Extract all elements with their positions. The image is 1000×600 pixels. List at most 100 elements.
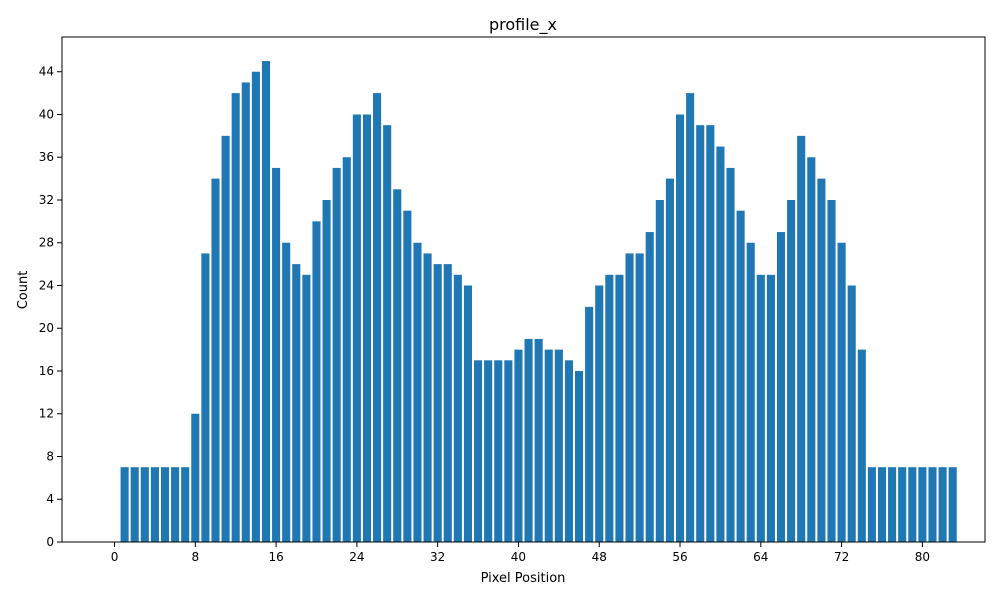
bar-x29	[403, 210, 412, 542]
bar-x68	[797, 135, 806, 542]
x-axis-title: Pixel Position	[481, 571, 566, 586]
x-tick-label: 32	[430, 550, 445, 564]
y-tick-label: 20	[39, 321, 54, 335]
x-tick-label: 24	[349, 550, 364, 564]
y-tick-label: 36	[39, 150, 54, 164]
bar-x27	[383, 125, 392, 542]
bar-x38	[494, 360, 503, 542]
bar-x44	[554, 349, 563, 542]
bar-x31	[423, 253, 432, 542]
bar-x1	[120, 467, 129, 542]
bar-x72	[837, 242, 846, 543]
bar-x79	[908, 467, 917, 542]
y-axis-ticks: 0 4 8 12 16 20 24 28 32 36 40 44	[39, 65, 62, 549]
y-tick-label: 28	[39, 236, 54, 250]
bar-x83	[948, 467, 957, 542]
bar-x6	[171, 467, 180, 542]
bar-x14	[251, 71, 260, 543]
bar-x50	[615, 274, 624, 542]
bar-x75	[867, 467, 876, 542]
bar-x78	[898, 467, 907, 542]
bar-x41	[524, 338, 533, 542]
y-tick-label: 44	[39, 65, 54, 79]
bar-x12	[231, 93, 240, 542]
bar-x39	[504, 360, 513, 542]
bar-x26	[373, 93, 382, 542]
y-tick-label: 4	[46, 492, 54, 506]
bar-x10	[211, 178, 220, 542]
x-tick-label: 72	[834, 550, 849, 564]
bar-x77	[888, 467, 897, 542]
bar-x17	[282, 242, 291, 543]
y-tick-label: 24	[39, 278, 54, 292]
bar-x59	[706, 125, 715, 542]
bar-x9	[201, 253, 210, 542]
bar-x30	[413, 242, 422, 543]
bar-x64	[756, 274, 765, 542]
bar-x13	[241, 82, 250, 542]
x-tick-label: 48	[592, 550, 607, 564]
bar-x34	[453, 274, 462, 542]
y-tick-label: 16	[39, 364, 54, 378]
bar-x49	[605, 274, 614, 542]
bar-x66	[776, 232, 786, 542]
x-axis-ticks: 0 8 16 24 32 40 48 56 64 72 80	[111, 542, 930, 564]
x-tick-label: 0	[111, 550, 119, 564]
bar-x61	[726, 167, 735, 543]
x-tick-label: 8	[191, 550, 199, 564]
bar-x62	[736, 210, 745, 542]
bar-x71	[827, 199, 836, 542]
bar-x16	[272, 167, 281, 543]
bar-x25	[362, 114, 372, 543]
bar-x4	[150, 467, 159, 542]
y-tick-label: 0	[46, 535, 54, 549]
bar-x47	[585, 306, 594, 542]
y-tick-label: 32	[39, 193, 54, 207]
bar-x54	[655, 199, 664, 542]
bar-x58	[696, 125, 705, 542]
bar-x82	[938, 467, 947, 542]
bar-x22	[332, 167, 341, 543]
bar-x43	[544, 349, 553, 542]
x-tick-label: 64	[753, 550, 768, 564]
bar-x52	[635, 253, 644, 542]
bar-x48	[595, 285, 604, 542]
bar-x15	[261, 61, 271, 543]
bar-x60	[716, 146, 725, 542]
bar-x37	[484, 360, 493, 542]
x-tick-label: 80	[915, 550, 930, 564]
bar-x63	[746, 242, 755, 543]
bar-x21	[322, 199, 331, 542]
bar-x20	[312, 221, 321, 542]
bar-x40	[514, 349, 523, 542]
bar-x46	[575, 370, 584, 542]
bar-x2	[130, 467, 139, 542]
bar-x74	[857, 349, 866, 542]
bar-x42	[534, 338, 543, 542]
chart-title: profile_x	[489, 15, 557, 35]
bar-x45	[564, 360, 573, 542]
bar-x67	[787, 199, 796, 542]
bar-x32	[433, 264, 442, 542]
bar-x3	[140, 467, 149, 542]
bar-x24	[352, 114, 361, 543]
y-tick-label: 12	[39, 407, 54, 421]
bar-x51	[625, 253, 634, 542]
y-axis-title: Count	[16, 271, 31, 310]
bar-x19	[302, 274, 311, 542]
bar-x69	[807, 157, 816, 542]
bar-x70	[817, 178, 826, 542]
bar-x53	[645, 232, 654, 542]
y-tick-label: 40	[39, 107, 54, 121]
x-tick-label: 56	[672, 550, 687, 564]
bar-x7	[181, 467, 190, 542]
bar-x28	[393, 189, 402, 543]
bar-x18	[292, 264, 301, 542]
bar-x81	[928, 467, 937, 542]
bar-x36	[474, 360, 483, 542]
y-tick-label: 8	[46, 449, 54, 463]
bar-x35	[463, 285, 472, 542]
x-tick-label: 16	[268, 550, 283, 564]
bar-x65	[766, 274, 775, 542]
